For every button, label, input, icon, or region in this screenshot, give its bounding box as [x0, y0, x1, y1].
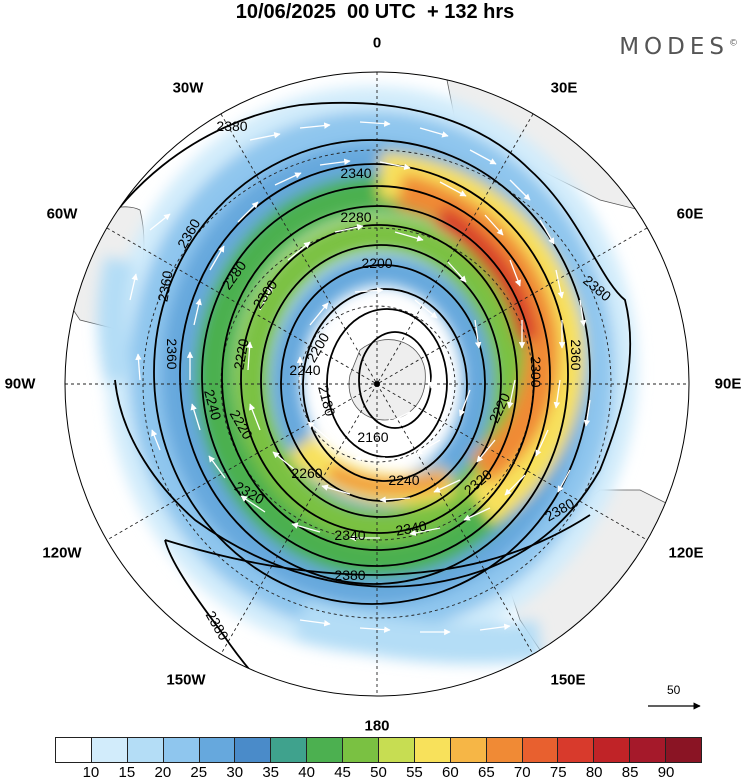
colorbar-tick-label: 20	[154, 764, 172, 781]
lon-label-90e: 90E	[714, 375, 742, 393]
colorbar-tick-label: 80	[585, 764, 603, 781]
colorbar-swatch	[450, 738, 487, 762]
lon-label-30w: 30W	[172, 79, 204, 97]
lon-label-150e: 150E	[550, 671, 586, 689]
pole-marker	[374, 381, 380, 387]
colorbar-tick-label: 40	[298, 764, 315, 781]
contour-label: 2200	[361, 255, 392, 271]
contour-label: 2240	[201, 388, 225, 422]
contour-label: 2340	[340, 165, 371, 181]
brand-text: MODES	[619, 34, 729, 60]
copyright-mark: ©	[729, 38, 738, 49]
colorbar-tick-label: 25	[190, 764, 208, 781]
colorbar-tick-label: 50	[370, 764, 387, 781]
colorbar	[55, 737, 702, 763]
contour-label: 2300	[528, 356, 544, 387]
lon-label-30e: 30E	[550, 79, 578, 97]
colorbar-swatch	[594, 738, 631, 762]
colorbar-swatch	[379, 738, 415, 762]
lon-label-0: 0	[372, 34, 382, 52]
lon-label-120w: 120W	[42, 544, 82, 562]
colorbar-tick-label: 90	[657, 764, 675, 781]
colorbar-swatch	[630, 738, 667, 762]
colorbar-swatch	[199, 738, 236, 762]
colorbar-swatch	[343, 738, 380, 762]
colorbar-tick-label: 10	[82, 764, 100, 781]
lon-label-150w: 150W	[166, 671, 206, 689]
contour-label: 2240	[388, 472, 419, 488]
colorbar-swatch	[56, 738, 92, 762]
contour-label: 2220	[230, 337, 251, 371]
colorbar-tick-label: 45	[334, 764, 351, 781]
contour-label: 2360	[164, 338, 180, 369]
contour-label: 2360	[154, 269, 175, 303]
colorbar-tick-label: 70	[513, 764, 531, 781]
colorbar-swatch	[235, 738, 272, 762]
colorbar-swatch	[163, 738, 200, 762]
colorbar-swatch	[414, 738, 451, 762]
wind-vectors	[129, 99, 591, 636]
lon-label-120e: 120E	[668, 544, 704, 562]
colorbar-swatch	[91, 738, 128, 762]
contour-label: 2380	[216, 118, 247, 134]
brand-logo: MODES©	[619, 34, 738, 60]
colorbar-swatch	[307, 738, 344, 762]
contour-label: 2240	[289, 362, 320, 378]
contour-label: 2340	[334, 527, 365, 543]
colorbar-tick-label: 65	[477, 764, 495, 781]
colorbar-tick-label: 35	[262, 764, 279, 781]
contour-label: 2380	[203, 608, 233, 643]
colorbar-swatch	[271, 738, 308, 762]
contour-label: 2180	[315, 384, 339, 418]
contour-label: 2160	[357, 429, 388, 445]
colorbar-swatch	[666, 738, 702, 762]
lon-label-90w: 90W	[4, 375, 36, 393]
map-boundary	[64, 71, 690, 697]
contour-label: 2360	[568, 339, 584, 370]
colorbar-swatch	[127, 738, 164, 762]
wind-scale-label: 50	[667, 683, 681, 697]
colorbar-tick-label: 15	[118, 764, 136, 781]
colorbar-tick-label: 75	[549, 764, 567, 781]
contour-label: 2340	[394, 517, 428, 538]
lon-label-180: 180	[364, 717, 390, 735]
lon-label-60e: 60E	[676, 205, 704, 223]
contour-label: 2380	[334, 567, 365, 583]
contour-label: 2280	[340, 209, 371, 225]
colorbar-swatch	[522, 738, 559, 762]
colorbar-swatch	[486, 738, 523, 762]
colorbar-tick-label: 85	[621, 764, 639, 781]
colorbar-swatch	[558, 738, 595, 762]
colorbar-tick-label: 30	[226, 764, 244, 781]
height-contours	[69, 101, 632, 696]
colorbar-labels: 10 15 20 25 30 35 40 45 50 55 60 65 70 75 80 85 90	[55, 764, 702, 782]
lon-label-60w: 60W	[46, 205, 78, 223]
contour-label: 2260	[291, 465, 322, 481]
map-title: 10/06/2025 00 UTC + 132 hrs	[235, 1, 515, 23]
colorbar-tick-label: 60	[442, 764, 459, 781]
colorbar-tick-label: 55	[406, 764, 423, 781]
